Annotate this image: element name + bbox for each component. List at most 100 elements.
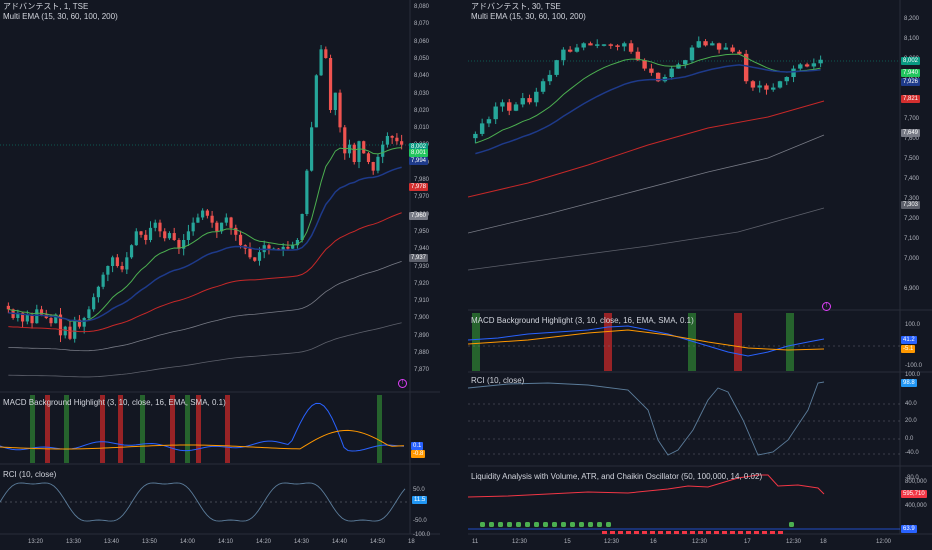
liquidity-bar — [730, 531, 735, 534]
liquidity-dot — [606, 522, 611, 527]
rci-tick-label: -50.0 — [413, 518, 427, 524]
alert-icon[interactable]: ! — [398, 379, 407, 388]
price-tag: 7,937 — [409, 254, 429, 262]
candle-body — [513, 104, 519, 111]
price-tick-label: 8,100 — [904, 36, 920, 42]
candle-body — [473, 133, 478, 139]
liq-value-tag: 63.9 — [901, 525, 917, 533]
time-tick-label: 16 — [650, 539, 657, 545]
price-tag: 7,821 — [901, 95, 921, 103]
candle-body — [39, 309, 44, 315]
macd-value-tag: -0.8 — [411, 450, 426, 458]
time-tick-label: 12:30 — [604, 539, 620, 545]
candle-body — [172, 233, 176, 240]
ema-30-line — [475, 64, 821, 155]
right-chart[interactable]: アドバンテスト, 30, TSE Multi EMA (15, 30, 60, … — [468, 0, 932, 550]
candle-body — [710, 43, 715, 46]
candle-body — [811, 63, 817, 67]
liquidity-dot — [570, 522, 575, 527]
candle-body — [628, 43, 634, 52]
candle-body — [6, 305, 10, 310]
candle-body — [743, 53, 749, 82]
candle-body — [534, 91, 539, 103]
macd-highlight — [118, 395, 123, 463]
left-macd-legend[interactable]: MACD Background Highlight (3, 10, close,… — [3, 398, 226, 407]
liquidity-dot — [579, 522, 584, 527]
macd-value-tag: 41.2 — [901, 336, 917, 344]
right-ema-legend[interactable]: Multi EMA (15, 30, 60, 100, 200) — [471, 12, 586, 21]
candle-body — [101, 274, 105, 287]
price-tick-label: 7,900 — [414, 315, 430, 322]
right-liq-legend[interactable]: Liquidity Analysis with Volume, ATR, and… — [471, 472, 763, 481]
liquidity-bar — [602, 531, 607, 534]
candle-body — [115, 257, 119, 266]
macd-value-tag: 0.1 — [411, 442, 424, 450]
right-macd-legend[interactable]: MACD Background Highlight (3, 10, close,… — [471, 316, 694, 325]
macd-tick-label: 100.0 — [905, 322, 921, 328]
price-tick-label: 8,200 — [904, 16, 920, 22]
candle-body — [68, 326, 72, 339]
rci-tick-label: 20.0 — [905, 418, 917, 424]
left-rci-legend[interactable]: RCI (10, close) — [3, 470, 57, 479]
price-tick-label: 8,030 — [414, 90, 430, 97]
candle-body — [554, 60, 559, 75]
price-tick-label: 7,970 — [414, 194, 430, 201]
right-rci-legend[interactable]: RCI (10, close) — [471, 376, 525, 385]
candle-body — [818, 59, 823, 64]
price-tick-label: 8,050 — [414, 55, 430, 62]
liquidity-dot — [543, 522, 548, 527]
candle-body — [58, 314, 63, 336]
candle-body — [595, 44, 600, 46]
price-tag: 7,978 — [409, 183, 429, 191]
candle-body — [96, 286, 100, 298]
left-price-chart[interactable] — [0, 0, 440, 550]
candle-body — [35, 309, 39, 324]
liquidity-line — [468, 474, 825, 498]
candle-body — [343, 127, 347, 154]
price-tick-label: 7,940 — [414, 246, 430, 253]
time-tick-label: 14:00 — [180, 539, 196, 545]
ema-30-line — [8, 166, 402, 322]
candle-body — [129, 245, 134, 258]
candle-body — [54, 314, 58, 324]
candle-body — [357, 141, 361, 162]
liquidity-bar — [762, 531, 767, 534]
candle-body — [281, 246, 285, 251]
liquidity-bar — [650, 531, 655, 534]
ema-15-line — [475, 53, 821, 144]
candle-body — [601, 44, 607, 46]
candle-body — [696, 41, 701, 48]
liq-value-tag: 595,710 — [901, 490, 927, 498]
candle-body — [376, 156, 380, 171]
price-tick-label: 6,900 — [904, 286, 920, 292]
macd-highlight — [64, 395, 69, 463]
candle-body — [257, 252, 262, 261]
candle-body — [134, 231, 138, 246]
price-tick-label: 7,930 — [414, 263, 430, 270]
left-chart[interactable]: アドバンテスト, 1, TSE Multi EMA (15, 30, 60, 1… — [0, 0, 440, 550]
liquidity-bar — [666, 531, 671, 534]
time-tick-label: 13:50 — [142, 539, 158, 545]
left-ema-legend[interactable]: Multi EMA (15, 30, 60, 100, 200) — [3, 12, 118, 21]
liquidity-bar — [690, 531, 695, 534]
candle-body — [234, 227, 238, 235]
right-price-chart[interactable] — [468, 0, 932, 550]
liquidity-dot — [507, 522, 512, 527]
macd-highlight — [45, 395, 50, 463]
rci-value-tag: 98.8 — [901, 379, 917, 387]
macd-value-tag: -5.1 — [901, 345, 916, 353]
candle-body — [163, 231, 167, 239]
liquidity-bar — [698, 531, 703, 534]
candle-body — [20, 312, 25, 322]
time-tick-label: 11 — [472, 539, 479, 545]
liquidity-bar — [770, 531, 775, 534]
candle-body — [683, 60, 688, 65]
liquidity-bar — [746, 531, 751, 534]
candle-body — [25, 314, 29, 322]
candle-body — [177, 240, 181, 249]
time-tick-label: 14:30 — [294, 539, 310, 545]
candle-body — [381, 144, 385, 157]
liquidity-dot — [597, 522, 602, 527]
alert-icon-right[interactable]: ! — [822, 302, 831, 311]
candle-body — [540, 81, 546, 92]
